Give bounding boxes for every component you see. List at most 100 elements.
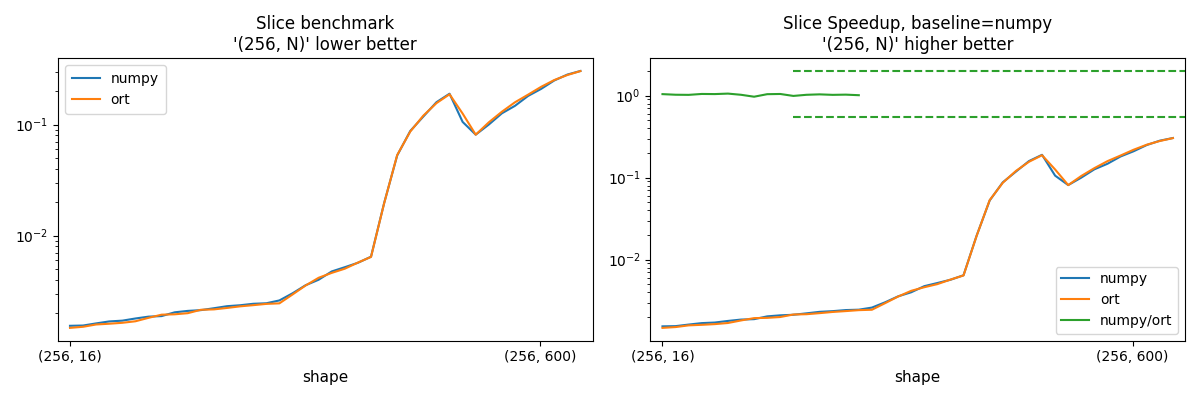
ort	[259, 302, 274, 306]
ort	[574, 69, 588, 74]
numpy/ort	[746, 94, 761, 99]
numpy/ort	[655, 92, 670, 96]
ort	[312, 275, 326, 280]
numpy	[142, 314, 156, 319]
ort	[865, 307, 880, 312]
numpy	[299, 283, 313, 288]
ort	[1114, 153, 1128, 158]
ort	[799, 312, 814, 317]
Line: numpy/ort: numpy/ort	[662, 94, 859, 97]
numpy	[1021, 159, 1036, 164]
numpy	[852, 307, 866, 312]
numpy	[877, 300, 892, 305]
numpy	[760, 314, 774, 319]
numpy	[102, 319, 116, 324]
ort	[508, 100, 522, 105]
ort	[1165, 136, 1180, 140]
ort	[547, 78, 562, 82]
numpy	[115, 318, 130, 323]
numpy	[826, 309, 840, 314]
numpy	[1048, 173, 1062, 178]
ort	[655, 326, 670, 330]
Line: numpy: numpy	[662, 138, 1172, 326]
numpy	[62, 324, 77, 328]
numpy	[917, 284, 931, 288]
ort	[390, 153, 404, 158]
numpy	[390, 153, 404, 158]
Title: Slice Speedup, baseline=numpy
'(256, N)' higher better: Slice Speedup, baseline=numpy '(256, N)'…	[784, 15, 1052, 54]
ort	[930, 282, 944, 286]
ort	[1021, 159, 1036, 164]
numpy	[996, 180, 1010, 185]
numpy	[983, 198, 997, 203]
ort	[89, 322, 103, 327]
numpy	[76, 323, 90, 328]
X-axis label: shape: shape	[302, 370, 348, 385]
ort	[494, 109, 509, 114]
Line: ort: ort	[70, 71, 581, 328]
numpy	[1100, 161, 1115, 166]
numpy/ort	[682, 92, 696, 97]
ort	[220, 306, 234, 310]
ort	[142, 316, 156, 320]
numpy	[364, 254, 378, 259]
ort	[682, 323, 696, 328]
numpy	[521, 94, 535, 98]
ort	[272, 301, 287, 306]
ort	[521, 92, 535, 97]
numpy/ort	[826, 92, 840, 97]
numpy	[655, 324, 670, 329]
numpy	[494, 111, 509, 116]
ort	[904, 288, 918, 293]
numpy	[128, 316, 143, 321]
numpy	[1034, 152, 1049, 157]
numpy	[377, 201, 391, 206]
ort	[62, 326, 77, 330]
ort	[983, 198, 997, 202]
numpy	[286, 291, 300, 296]
numpy/ort	[786, 94, 800, 98]
X-axis label: shape: shape	[894, 370, 941, 385]
ort	[721, 320, 736, 325]
ort	[443, 92, 457, 97]
ort	[206, 307, 221, 312]
numpy	[970, 233, 984, 238]
ort	[1009, 168, 1024, 173]
ort	[917, 285, 931, 290]
numpy	[246, 301, 260, 306]
numpy	[799, 311, 814, 316]
numpy	[443, 91, 457, 96]
ort	[155, 312, 169, 317]
ort	[481, 120, 496, 125]
numpy	[534, 86, 548, 91]
ort	[996, 180, 1010, 185]
ort	[468, 132, 482, 137]
numpy	[721, 318, 736, 323]
ort	[115, 320, 130, 325]
numpy	[259, 301, 274, 306]
numpy/ort	[708, 92, 722, 96]
ort	[668, 325, 683, 330]
numpy	[1061, 183, 1075, 188]
numpy	[708, 320, 722, 325]
numpy	[574, 68, 588, 73]
numpy	[943, 277, 958, 282]
numpy	[456, 120, 470, 124]
numpy	[468, 132, 482, 137]
numpy	[180, 308, 194, 313]
ort	[403, 129, 418, 134]
ort	[890, 294, 905, 299]
numpy	[682, 322, 696, 327]
numpy	[337, 265, 352, 270]
ort	[1153, 139, 1168, 144]
ort	[708, 322, 722, 326]
ort	[76, 324, 90, 329]
ort	[1034, 153, 1049, 158]
numpy	[890, 294, 905, 299]
ort	[970, 234, 984, 238]
numpy/ort	[773, 92, 787, 96]
numpy	[1009, 169, 1024, 174]
numpy	[839, 308, 853, 312]
numpy/ort	[799, 92, 814, 97]
ort	[1074, 174, 1088, 178]
